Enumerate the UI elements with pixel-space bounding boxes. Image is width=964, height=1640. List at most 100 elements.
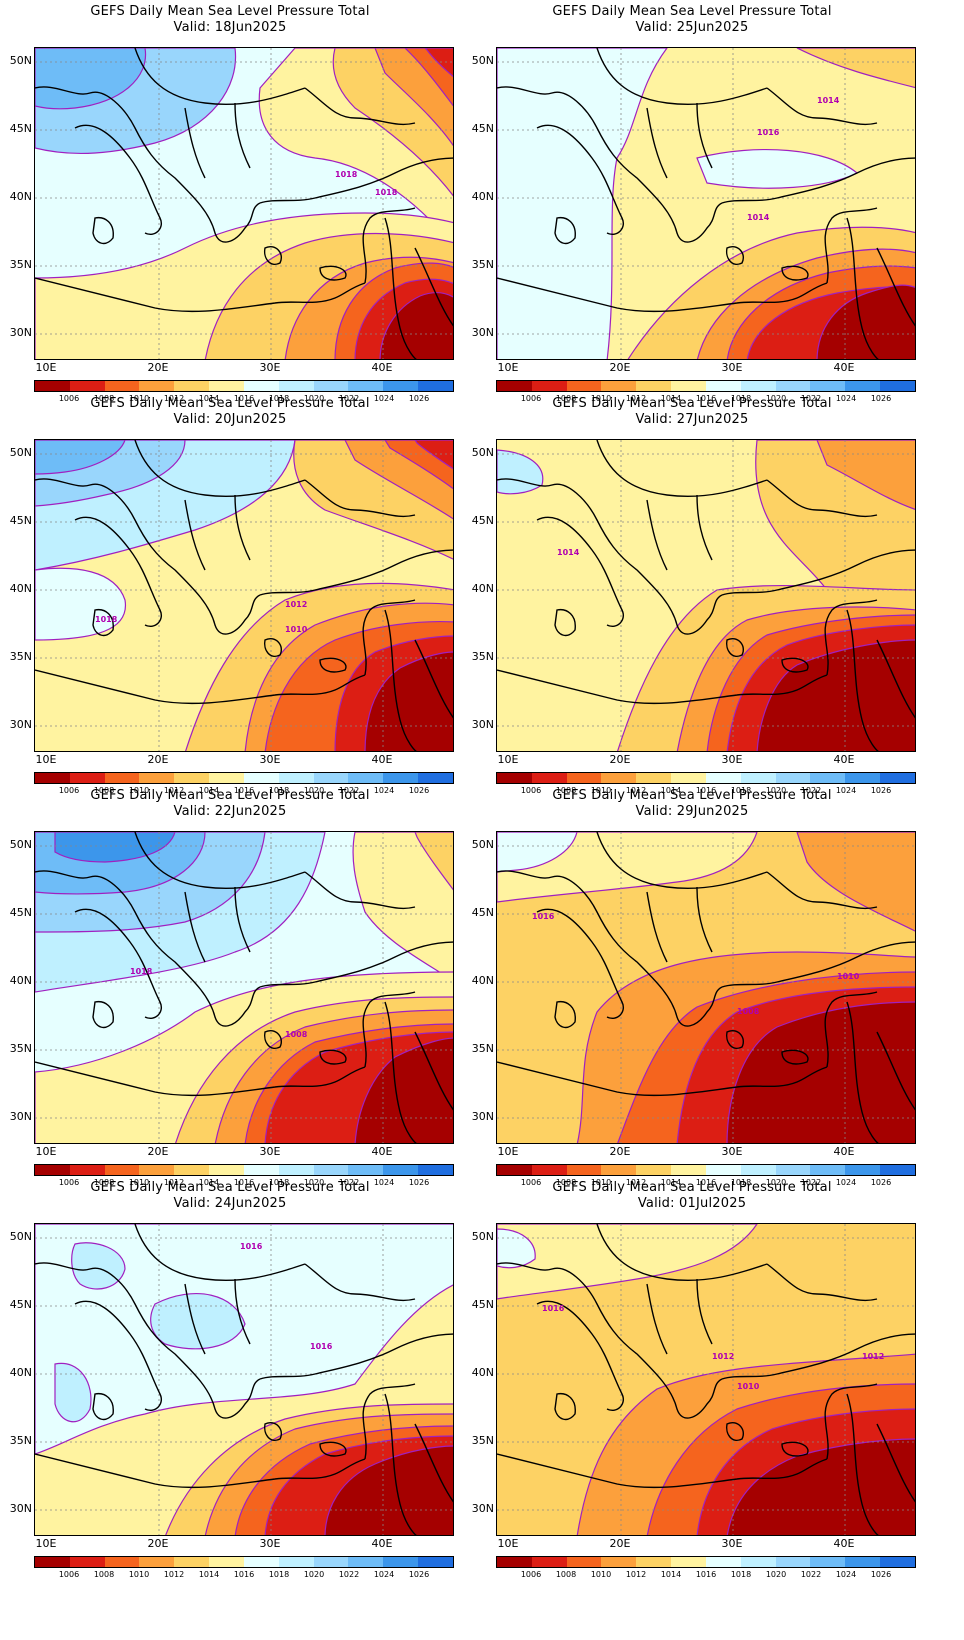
colorbar-swatch: [104, 1165, 140, 1175]
longitude-label: 30E: [259, 1537, 281, 1550]
coastline-border: [35, 1453, 366, 1489]
colorbar-tick-label: 1020: [765, 394, 787, 403]
coastline-border: [414, 247, 453, 327]
longitude-label: 10E: [35, 1537, 57, 1550]
latitude-label: 40N: [471, 190, 494, 203]
coastline-border: [497, 1453, 828, 1489]
colorbar-tick-label: 1020: [303, 1570, 325, 1579]
colorbar-tick-label: 1022: [338, 394, 360, 403]
colorbar-tick-label: 1022: [800, 1178, 822, 1187]
colorbar-tick-label: 1014: [198, 1178, 220, 1187]
coastline-border: [646, 499, 668, 571]
panel-valid-date: Valid: 27Jun2025: [635, 412, 749, 427]
contour-label: 1014: [817, 96, 840, 105]
colorbar-swatch: [636, 1165, 672, 1175]
colorbar-tick-label: 1024: [835, 1178, 857, 1187]
contour-label: 1016: [240, 1242, 263, 1251]
coastline-border: [184, 107, 206, 179]
longitude-label: 40E: [371, 1537, 393, 1550]
coastline-border: [725, 246, 744, 265]
map-canvas: [35, 832, 453, 1143]
colorbar-tick-label: 1012: [163, 394, 185, 403]
latitude-label: 45N: [9, 122, 32, 135]
colorbar-tick-label: 1020: [303, 1178, 325, 1187]
coastline-border: [781, 1441, 809, 1457]
colorbar-swatch: [139, 773, 175, 783]
colorbar-tick-label: 1026: [870, 1570, 892, 1579]
latitude-label: 50N: [471, 1230, 494, 1243]
pressure-contour-band: [54, 1362, 92, 1423]
coastline-border: [497, 277, 828, 313]
colorbar-tick-label: 1008: [93, 786, 115, 795]
colorbar-tick-label: 1006: [58, 1178, 80, 1187]
longitude-label: 10E: [497, 1145, 519, 1158]
contour-label: 1014: [557, 548, 580, 557]
colorbar-swatch: [671, 1557, 706, 1567]
coastline-border: [362, 207, 416, 284]
coastline-border: [74, 516, 162, 627]
colorbar-swatch: [497, 773, 532, 783]
colorbar-tick-label: 1018: [730, 394, 752, 403]
colorbar-swatch: [348, 381, 384, 391]
colorbar-tick-label: 1026: [870, 786, 892, 795]
latitude-label: 35N: [9, 258, 32, 271]
colorbar-swatch: [845, 381, 881, 391]
latitude-label: 40N: [9, 582, 32, 595]
latitude-label: 45N: [9, 906, 32, 919]
coastline-border: [696, 494, 713, 561]
latitude-label: 30N: [471, 1502, 494, 1515]
colorbar-tick-label: 1024: [373, 394, 395, 403]
colorbar-swatch: [531, 1557, 567, 1567]
colorbar-swatch: [601, 773, 637, 783]
latitude-label: 35N: [471, 650, 494, 663]
coastline-border: [824, 1383, 878, 1460]
colorbar-swatch: [740, 1165, 776, 1175]
coastline-border: [596, 440, 768, 498]
panel-title: GEFS Daily Mean Sea Level Pressure Total…: [462, 788, 922, 820]
colorbar-swatch: [35, 1557, 70, 1567]
colorbar-tick-label: 1018: [730, 1178, 752, 1187]
colorbar-swatch: [531, 1165, 567, 1175]
map-canvas: [497, 440, 915, 751]
latitude-label: 50N: [9, 1230, 32, 1243]
panel-valid-date: Valid: 22Jun2025: [173, 804, 287, 819]
coastline-border: [646, 107, 668, 179]
coastline-border: [259, 549, 453, 596]
colorbar-swatch: [810, 773, 846, 783]
latitude-label: 40N: [9, 1366, 32, 1379]
longitude-label: 40E: [371, 1145, 393, 1158]
map-panel: GEFS Daily Mean Sea Level Pressure Total…: [462, 392, 922, 797]
pressure-contour-band: [35, 567, 127, 641]
pressure-map: 1018 1008: [34, 831, 454, 1144]
coastline-border: [846, 1393, 880, 1535]
coastline-border: [646, 891, 668, 963]
coastline-border: [134, 1224, 306, 1282]
colorbar-tick-label: 1012: [625, 1570, 647, 1579]
colorbar-tick-label: 1020: [765, 786, 787, 795]
colorbar-tick-label: 1012: [163, 786, 185, 795]
latitude-label: 50N: [9, 54, 32, 67]
colorbar-tick-label: 1008: [555, 394, 577, 403]
colorbar-swatch: [775, 1165, 811, 1175]
panel-valid-date: Valid: 25Jun2025: [635, 20, 749, 35]
coastline-border: [384, 1001, 418, 1143]
colorbar-swatch: [705, 381, 741, 391]
colorbar-tick-label: 1008: [93, 1178, 115, 1187]
coastline-border: [319, 265, 347, 281]
latitude-label: 45N: [471, 122, 494, 135]
colorbar-swatch: [383, 381, 419, 391]
latitude-label: 35N: [471, 1434, 494, 1447]
panel-title: GEFS Daily Mean Sea Level Pressure Total…: [0, 4, 460, 36]
colorbar-tick-label: 1022: [800, 786, 822, 795]
colorbar-tick-label: 1022: [338, 1570, 360, 1579]
coastline-border: [497, 870, 723, 1027]
pressure-map: 1018 1012 1010: [34, 439, 454, 752]
coastline-border: [596, 48, 768, 106]
coastline-border: [725, 1030, 744, 1049]
panel-valid-date: Valid: 18Jun2025: [173, 20, 287, 35]
coastline-border: [92, 216, 114, 245]
colorbar-tick-label: 1008: [93, 1570, 115, 1579]
longitude-label: 20E: [609, 1537, 631, 1550]
colorbar-swatch: [880, 773, 915, 783]
coastline-border: [259, 157, 453, 204]
